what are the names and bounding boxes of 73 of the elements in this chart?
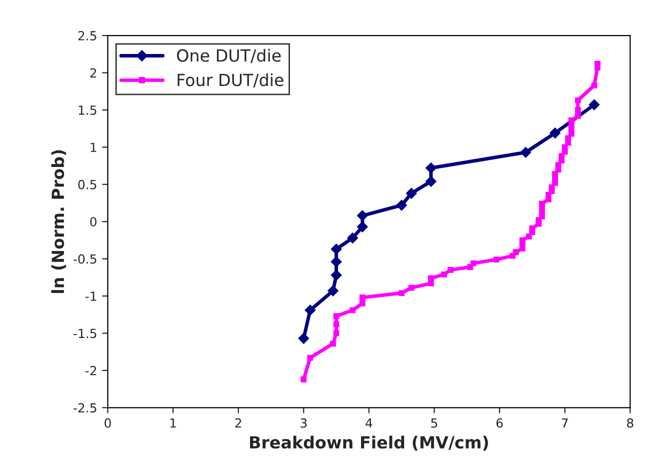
point [356,221,368,232]
point [359,294,366,300]
point [526,234,532,240]
x-tick-label: 4 [366,418,372,428]
x-tick-label: 1 [170,418,176,428]
point [307,354,314,361]
point [552,171,558,177]
y-tick-label: 0.5 [78,180,96,190]
point [558,153,565,160]
y-tick-label: -0.5 [74,254,96,264]
point [550,128,560,138]
point [555,162,562,168]
x-tick-label: 2 [235,418,242,428]
point [539,200,545,207]
point [428,275,434,282]
x-axis-title: Breakdown Field (MV/cm) [250,436,488,451]
legend-label: Four DUT/die [178,73,284,88]
point [588,99,600,110]
point [408,284,414,291]
point [512,249,519,256]
point [398,290,405,296]
y-tick-label: 0 [90,217,96,227]
point [594,60,600,67]
point [520,146,532,158]
x-tick-label: 7 [562,418,568,428]
legend-label: One DUT/die [177,48,281,64]
point [333,313,340,320]
point [565,135,572,142]
y-tick-label: 1 [90,142,96,152]
y-tick-label: 1.5 [78,106,96,115]
point [519,237,526,244]
point [568,117,574,124]
y-tick-label: -1.5 [74,328,96,338]
point [406,188,417,199]
y-tick-label: -2 [85,366,96,376]
x-tick-label: 0 [104,418,111,428]
point [426,162,436,174]
point [574,107,581,113]
point [300,376,307,382]
point [330,244,342,255]
point [562,144,568,150]
point [333,321,340,328]
point [359,300,366,306]
point [591,82,598,88]
point [470,260,476,266]
point [448,267,454,273]
point [428,280,434,286]
point [574,112,581,119]
y-axis-title: ln (Norm. Prob) [51,150,66,293]
y-tick-label: 2 [90,68,96,78]
point [347,232,358,244]
point [330,270,342,281]
y-tick-label: 2.5 [78,31,96,40]
point [350,307,356,314]
point [426,176,436,187]
point [356,210,368,222]
point [493,256,500,262]
x-tick-label: 5 [431,418,438,428]
point [328,285,338,296]
point [396,200,408,211]
x-tick-label: 3 [300,418,307,428]
point [529,225,536,232]
y-tick-label: -2.5 [74,403,96,413]
y-tick-label: -1 [85,292,96,301]
x-tick-label: 8 [627,418,634,428]
x-tick-label: 6 [496,418,503,428]
point [330,340,336,347]
point [298,333,310,344]
point [330,256,342,268]
point [574,97,581,104]
point [304,304,316,316]
point [333,330,340,336]
point [441,271,447,278]
